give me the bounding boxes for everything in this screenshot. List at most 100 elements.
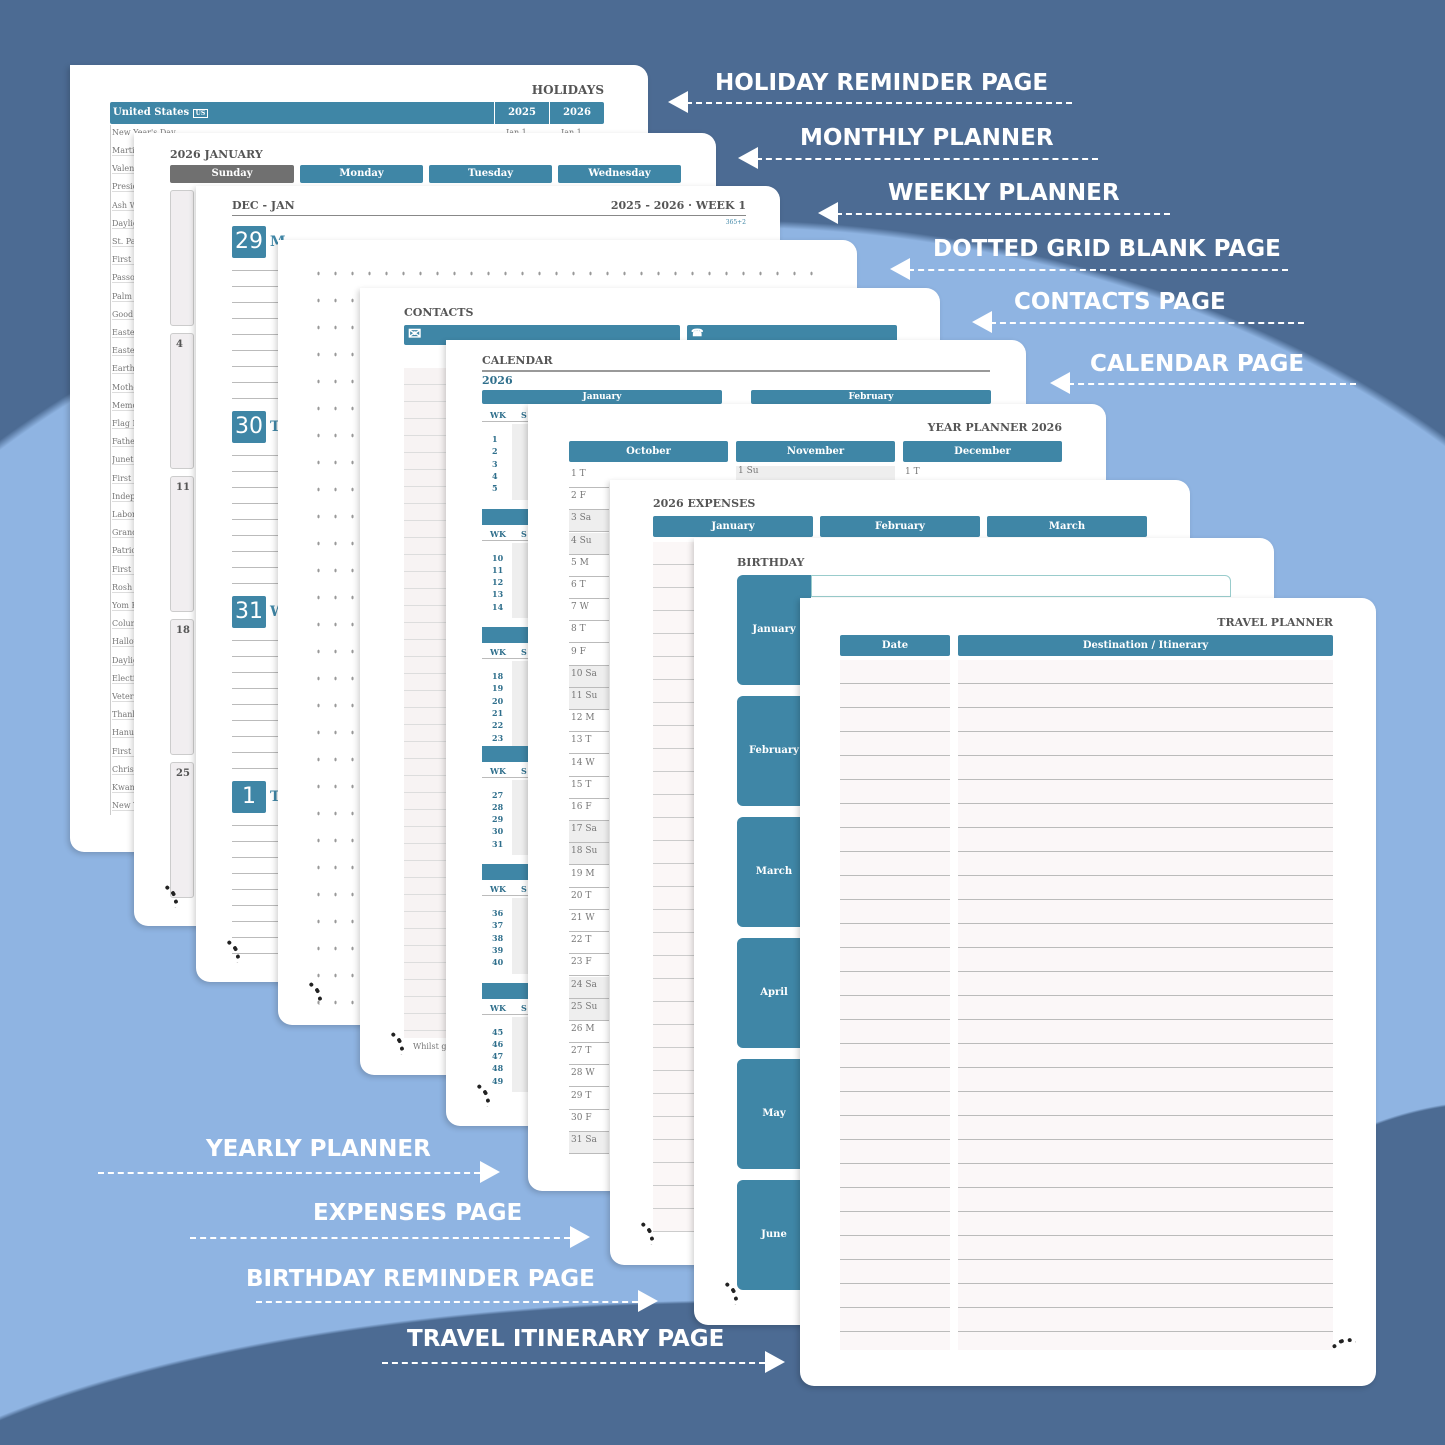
writing-line — [232, 567, 278, 568]
dashed-line — [990, 322, 1304, 324]
wk-label: WK — [490, 1002, 506, 1013]
month-header — [482, 982, 528, 999]
writing-line — [232, 350, 278, 351]
month-february: February — [820, 516, 980, 537]
day-cell: 11 Su — [569, 688, 609, 710]
dashed-line — [756, 158, 1098, 160]
calendar-year: 2026 — [482, 374, 513, 387]
day-cell: 5 M — [569, 555, 609, 577]
holiday-name: St. Pat — [112, 237, 136, 247]
week-number: 39 — [492, 944, 504, 955]
day-header-wednesday: Wednesday — [558, 165, 681, 183]
week-number: 37 — [492, 920, 504, 931]
week-number: 23 — [492, 732, 504, 743]
writing-line — [232, 487, 278, 488]
day-cell: 15 T — [569, 777, 609, 799]
wk-label: WK — [490, 528, 506, 539]
week-number: 5 — [492, 483, 498, 494]
writing-line — [232, 768, 278, 769]
page-title: BIRTHDAY — [737, 556, 805, 569]
mail-icon: ✉ — [408, 324, 422, 343]
day-cell: 30 F — [569, 1110, 609, 1132]
writing-line — [232, 366, 278, 367]
writing-line — [232, 937, 278, 938]
day-cell: 28 W — [569, 1065, 609, 1088]
week-number: 14 — [492, 601, 504, 612]
arrow-left-icon — [1050, 372, 1070, 394]
writing-line — [232, 318, 278, 319]
holiday-header: United States US 2025 2026 — [110, 102, 604, 124]
holiday-name: Kwanz — [112, 783, 136, 793]
holiday-name: Easter — [112, 328, 136, 338]
travel-planner-page: TRAVEL PLANNER Date Destination / Itiner… — [800, 598, 1376, 1386]
holiday-name: Passov — [112, 273, 136, 284]
label-right: HOLIDAY REMINDER PAGE — [715, 70, 1049, 96]
holiday-name: New Y — [112, 801, 136, 812]
sunday-label: S — [521, 528, 527, 539]
day-cell: 12 M — [569, 710, 609, 733]
week-number: 2 — [492, 446, 498, 457]
writing-line — [232, 535, 278, 536]
day-column — [512, 779, 528, 855]
writing-line — [232, 398, 278, 399]
day-number: 29 — [232, 226, 266, 258]
country-label: United States — [113, 107, 190, 118]
day-letter: T — [270, 419, 281, 435]
holiday-name: Flag D — [112, 419, 136, 429]
sunday-label: S — [521, 410, 527, 420]
arrow-right-icon — [638, 1290, 658, 1312]
day-cell: 7 W — [569, 599, 609, 622]
week-date: 18 — [176, 625, 190, 636]
footer-text: Whilst g — [413, 1042, 447, 1051]
week-number: 28 — [492, 801, 504, 812]
month-january: January — [653, 516, 813, 537]
month-november: November — [736, 441, 895, 462]
label-left: BIRTHDAY REMINDER PAGE — [246, 1266, 595, 1292]
day-cell: 13 T — [569, 732, 609, 755]
page-title: 2026 JANUARY — [170, 148, 263, 161]
day-column — [512, 424, 528, 500]
dashed-line — [836, 213, 1170, 215]
date-rows[interactable] — [840, 660, 950, 1350]
writing-line — [232, 302, 278, 303]
holiday-name: Good I — [112, 310, 136, 320]
year-2025: 2025 — [494, 102, 549, 124]
week-number: 12 — [492, 577, 504, 588]
holiday-name: Electio — [112, 674, 136, 684]
month-header — [482, 864, 528, 880]
sunday-label: S — [521, 765, 527, 776]
holiday-name: Vetera — [112, 692, 136, 702]
day-cell: 23 F — [569, 954, 609, 977]
week-number: 31 — [492, 838, 504, 849]
holiday-name: Palm S — [112, 292, 136, 302]
holiday-name: Christ — [112, 764, 136, 775]
year-2026: 2026 — [549, 102, 604, 124]
writing-line — [232, 672, 278, 673]
week-cell — [170, 190, 194, 326]
divider — [482, 539, 528, 541]
dashed-line — [1068, 383, 1356, 385]
dashed-line — [382, 1362, 765, 1364]
dashed-line — [190, 1237, 570, 1239]
itinerary-rows[interactable] — [958, 660, 1333, 1350]
writing-line — [232, 704, 278, 705]
holiday-name: Earth I — [112, 364, 136, 375]
holiday-name: Rosh F — [112, 583, 136, 593]
writing-line — [232, 825, 278, 826]
holiday-name: Indepe — [112, 491, 136, 502]
holiday-name: Hallow — [112, 637, 136, 648]
writing-line — [232, 841, 278, 842]
label-right: WEEKLY PLANNER — [888, 180, 1120, 206]
page-title: YEAR PLANNER 2026 — [927, 421, 1062, 434]
day-letter: T — [270, 789, 281, 805]
phone-icon: ☎ — [691, 328, 704, 339]
holiday-date: Jan 1 — [506, 128, 527, 137]
week-number: 30 — [492, 826, 504, 837]
week-number: 13 — [492, 589, 504, 600]
divider — [482, 776, 528, 778]
day-cell: 2 F — [569, 488, 609, 511]
writing-line — [232, 688, 278, 689]
writing-line — [232, 905, 278, 906]
arrow-left-icon — [738, 147, 758, 169]
month-march: March — [987, 516, 1147, 537]
